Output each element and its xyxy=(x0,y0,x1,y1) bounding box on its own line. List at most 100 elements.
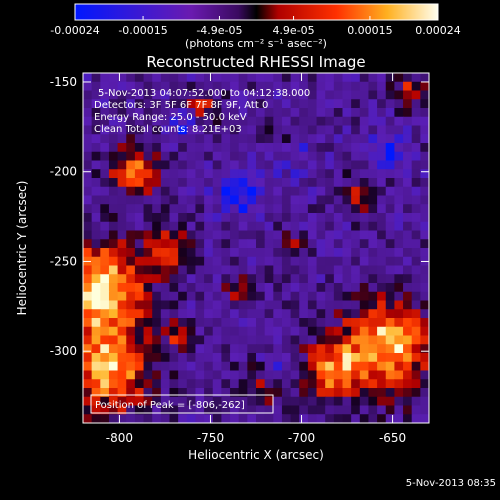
heatmap-cell xyxy=(204,204,214,214)
heatmap-cell xyxy=(178,283,188,293)
heatmap-cell xyxy=(411,248,421,258)
heatmap-cell xyxy=(264,370,274,380)
heatmap-cell xyxy=(368,116,378,127)
heatmap-cell xyxy=(351,309,361,319)
heatmap-cell xyxy=(377,265,387,275)
heatmap-cell xyxy=(221,405,231,415)
heatmap-cell xyxy=(134,81,145,92)
heatmap-cell xyxy=(420,248,429,258)
heatmap-cell xyxy=(169,291,179,302)
heatmap-cell xyxy=(186,143,197,153)
heatmap-cell xyxy=(256,221,266,232)
heatmap-cell xyxy=(238,108,248,118)
heatmap-cell xyxy=(169,125,179,135)
heatmap-cell xyxy=(377,99,387,109)
heatmap-cell xyxy=(204,134,214,144)
heatmap-cell xyxy=(117,125,127,135)
heatmap-cell xyxy=(299,379,309,389)
heatmap-cell xyxy=(126,283,136,293)
heatmap-cell xyxy=(342,204,352,214)
heatmap-cell xyxy=(178,379,188,389)
heatmap-cell xyxy=(212,274,222,284)
heatmap-cell xyxy=(152,213,162,223)
heatmap-cell xyxy=(152,178,162,188)
heatmap-cell xyxy=(325,318,335,328)
heatmap-cell xyxy=(281,178,292,188)
heatmap-cell xyxy=(316,318,326,328)
colorbar xyxy=(75,4,438,20)
heatmap-cell xyxy=(186,221,197,232)
heatmap-cell xyxy=(420,326,429,337)
heatmap-cell xyxy=(186,326,197,337)
heatmap-cell xyxy=(325,178,335,188)
heatmap-cell xyxy=(394,125,404,135)
heatmap-cell xyxy=(342,335,352,345)
heatmap-cell xyxy=(100,160,110,170)
heatmap-cell xyxy=(169,143,179,153)
heatmap-cell xyxy=(238,361,248,372)
heatmap-cell xyxy=(91,143,101,153)
heatmap-cell xyxy=(178,116,188,127)
heatmap-cell xyxy=(359,73,370,83)
heatmap-cell xyxy=(273,213,283,223)
heatmap-cell xyxy=(230,239,240,249)
heatmap-cell xyxy=(212,178,222,188)
colorbar-tick-label: 0.00015 xyxy=(347,24,393,37)
heatmap-cell xyxy=(186,195,197,205)
heatmap-cell xyxy=(290,230,300,240)
heatmap-cell xyxy=(403,274,413,284)
heatmap-cell xyxy=(290,116,300,127)
heatmap-cell xyxy=(195,143,205,153)
heatmap-cell xyxy=(91,274,101,284)
heatmap-cell xyxy=(100,370,110,380)
heatmap-cell xyxy=(134,361,145,372)
heatmap-cell xyxy=(212,195,222,205)
heatmap-cell xyxy=(394,195,404,205)
heatmap-cell xyxy=(247,213,257,223)
heatmap-cell xyxy=(117,73,127,83)
heatmap-cell xyxy=(281,230,292,240)
heatmap-cell xyxy=(108,204,119,214)
heatmap-cell xyxy=(238,204,248,214)
heatmap-cell xyxy=(212,396,222,407)
heatmap-cell xyxy=(342,81,352,92)
heatmap-cell xyxy=(377,143,387,153)
heatmap-cell xyxy=(126,90,136,100)
heatmap-cell xyxy=(333,204,344,214)
heatmap-cell xyxy=(204,151,214,162)
heatmap-cell xyxy=(212,186,222,197)
heatmap-cell xyxy=(186,116,197,127)
heatmap-cell xyxy=(204,73,214,83)
heatmap-cell xyxy=(342,108,352,118)
heatmap-cell xyxy=(420,108,429,118)
heatmap-cell xyxy=(333,108,344,118)
heatmap-cell xyxy=(160,143,171,153)
heatmap-cell xyxy=(152,116,162,127)
heatmap-cell xyxy=(420,388,429,398)
heatmap-cell xyxy=(117,265,127,275)
heatmap-cell xyxy=(117,108,127,118)
heatmap-cell xyxy=(169,99,179,109)
heatmap-cell xyxy=(83,90,93,100)
heatmap-cell xyxy=(212,370,222,380)
heatmap-cell xyxy=(178,414,188,423)
heatmap-cell xyxy=(195,230,205,240)
heatmap-cell xyxy=(117,370,127,380)
heatmap-cell xyxy=(91,388,101,398)
heatmap-cell xyxy=(385,204,395,214)
heatmap-cell xyxy=(351,151,361,162)
heatmap-cell xyxy=(342,379,352,389)
heatmap-cell xyxy=(281,379,292,389)
heatmap-cell xyxy=(307,248,318,258)
heatmap-cell xyxy=(256,388,266,398)
heatmap-cell xyxy=(411,344,421,354)
heatmap-cell xyxy=(143,388,153,398)
heatmap-cell xyxy=(256,213,266,223)
heatmap-cell xyxy=(152,396,162,407)
heatmap-cell xyxy=(333,274,344,284)
heatmap-cell xyxy=(307,81,318,92)
heatmap-cell xyxy=(264,151,274,162)
heatmap-cell xyxy=(100,151,110,162)
heatmap-cell xyxy=(143,353,153,363)
heatmap-cell xyxy=(100,309,110,319)
